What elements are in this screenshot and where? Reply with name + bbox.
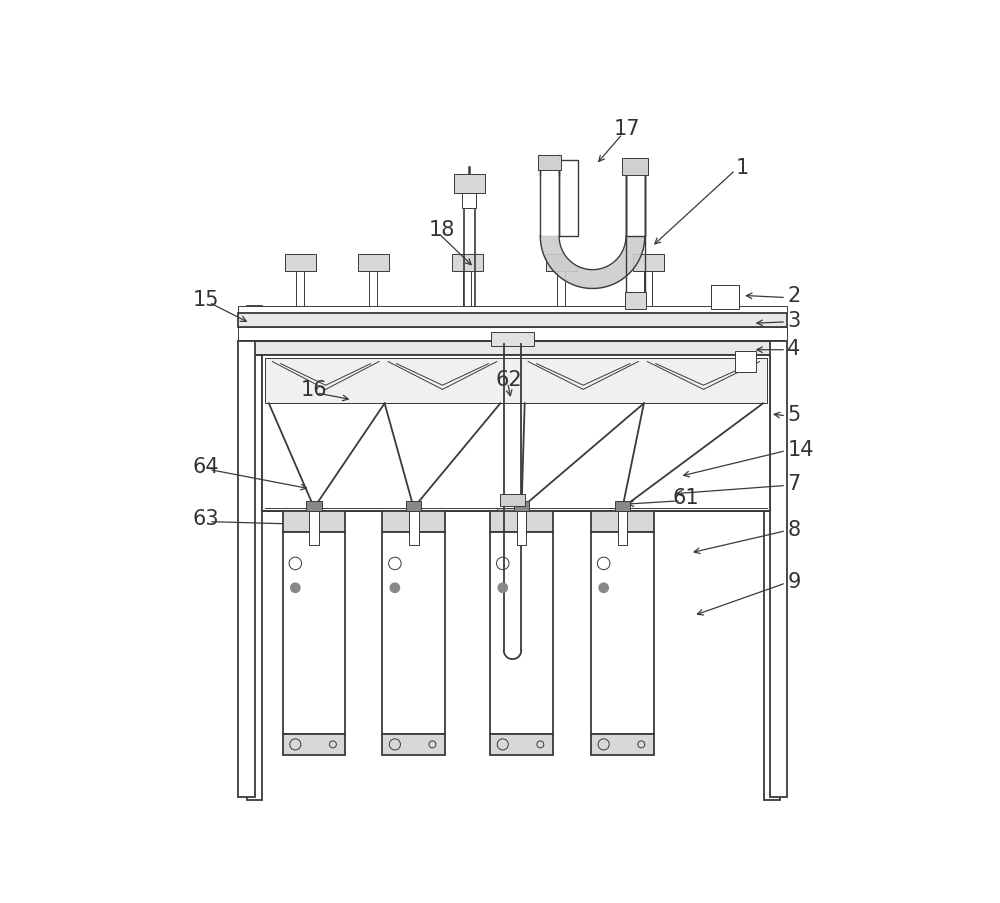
Bar xyxy=(490,533,553,734)
Bar xyxy=(711,285,739,310)
Text: 15: 15 xyxy=(192,290,219,310)
Text: 14: 14 xyxy=(787,439,814,459)
Bar xyxy=(615,501,630,511)
Bar xyxy=(591,734,654,755)
Text: 62: 62 xyxy=(496,369,522,389)
Bar xyxy=(283,533,345,734)
Text: 4: 4 xyxy=(787,339,801,358)
Bar xyxy=(618,511,627,545)
Text: 9: 9 xyxy=(787,572,801,591)
Bar xyxy=(306,501,322,511)
Circle shape xyxy=(599,583,609,593)
Bar xyxy=(517,511,526,545)
Text: 17: 17 xyxy=(613,119,640,139)
Bar xyxy=(454,174,485,194)
Bar xyxy=(309,511,319,545)
Bar xyxy=(538,155,561,171)
Bar xyxy=(622,158,648,176)
Circle shape xyxy=(290,583,300,593)
Bar xyxy=(241,341,784,355)
Bar xyxy=(238,313,787,328)
Bar xyxy=(369,272,377,306)
Bar xyxy=(626,161,645,237)
Bar xyxy=(238,341,255,796)
Bar xyxy=(557,272,565,306)
Bar xyxy=(285,255,316,272)
Text: 3: 3 xyxy=(787,311,801,330)
Bar xyxy=(500,494,525,507)
Text: 64: 64 xyxy=(192,456,219,477)
Bar xyxy=(382,533,445,734)
Bar xyxy=(591,512,654,533)
Bar xyxy=(591,533,654,734)
Bar xyxy=(735,351,756,373)
Bar xyxy=(265,358,767,404)
Bar xyxy=(409,511,419,545)
Bar xyxy=(238,306,787,313)
Bar xyxy=(296,272,304,306)
Text: 8: 8 xyxy=(787,519,801,539)
Bar xyxy=(262,355,770,512)
Circle shape xyxy=(498,583,508,593)
Circle shape xyxy=(390,583,400,593)
Bar xyxy=(238,328,787,341)
Bar xyxy=(283,734,345,755)
Text: 63: 63 xyxy=(192,508,219,528)
Bar xyxy=(546,255,577,272)
Bar xyxy=(462,191,476,209)
Bar xyxy=(497,508,528,521)
Bar xyxy=(644,272,652,306)
Bar xyxy=(283,512,345,533)
Bar xyxy=(406,501,421,511)
Bar xyxy=(490,512,553,533)
Polygon shape xyxy=(559,237,626,270)
Bar xyxy=(514,501,529,511)
Polygon shape xyxy=(540,237,645,289)
Text: 7: 7 xyxy=(787,474,801,494)
Bar xyxy=(382,512,445,533)
Text: 2: 2 xyxy=(787,286,801,306)
Bar xyxy=(559,161,578,237)
Bar xyxy=(247,306,262,800)
Bar xyxy=(490,734,553,755)
Text: 61: 61 xyxy=(673,488,699,507)
Bar xyxy=(633,255,664,272)
Bar xyxy=(382,734,445,755)
Bar xyxy=(463,272,471,306)
Bar xyxy=(770,341,787,796)
Bar xyxy=(491,332,534,346)
Bar xyxy=(358,255,389,272)
Bar xyxy=(764,338,780,800)
Bar xyxy=(452,255,483,272)
Bar xyxy=(625,293,646,310)
Text: 18: 18 xyxy=(429,220,455,240)
Text: 16: 16 xyxy=(300,380,327,400)
Text: 1: 1 xyxy=(735,157,748,178)
Text: 5: 5 xyxy=(787,405,801,424)
